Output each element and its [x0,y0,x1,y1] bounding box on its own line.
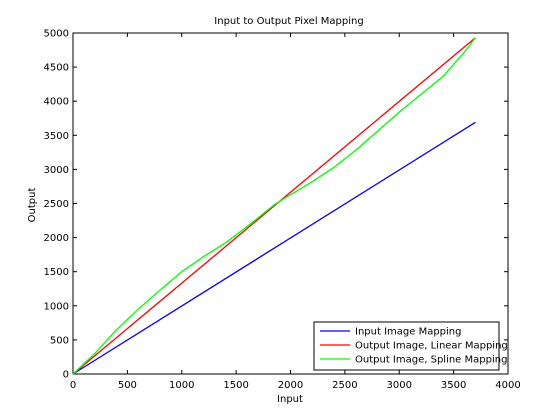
y-tick-label: 1000 [44,301,69,312]
y-axis: 0 500 1000 1500 2000 2500 3000 3500 4000 4500 5000 [44,29,508,381]
y-tick-label: 4000 [44,97,69,108]
x-tick-label: 500 [118,380,137,391]
plot-frame [72,32,509,375]
legend-label: Output Image, Spline Mapping [355,355,507,366]
y-tick-label: 5000 [44,29,69,40]
y-tick-label: 2000 [44,233,69,244]
series-line-2 [72,37,476,375]
x-tick-label: 4000 [495,380,520,391]
x-tick-label: 3500 [441,380,466,391]
x-axis-label: Input [277,394,303,405]
series-line-3 [72,37,476,375]
legend: Input Image Mapping Output Image, Linear … [313,321,508,371]
y-tick-label: 2500 [44,199,69,210]
y-tick-label: 3000 [44,165,69,176]
legend-label: Input Image Mapping [355,327,461,338]
legend-label: Output Image, Linear Mapping [355,341,508,352]
x-axis: 0 500 1000 1500 2000 2500 3000 3500 4000 [70,33,521,391]
x-tick-label: 1000 [169,380,194,391]
y-tick-label: 500 [50,335,69,346]
x-tick-label: 3000 [387,380,412,391]
y-tick-label: 4500 [44,63,69,74]
x-tick-label: 2000 [278,380,303,391]
series-line-1 [72,121,476,375]
x-tick-label: 2500 [332,380,357,391]
legend-box [313,321,500,371]
x-tick-label: 0 [70,380,76,391]
y-axis-label: Output [27,188,38,223]
y-tick-label: 1500 [44,267,69,278]
series-layer [72,37,476,375]
y-tick-label: 0 [63,370,69,381]
plot-area [72,32,509,375]
y-tick-label: 3500 [44,131,69,142]
x-tick-label: 1500 [223,380,248,391]
chart-title: Input to Output Pixel Mapping [214,16,363,27]
